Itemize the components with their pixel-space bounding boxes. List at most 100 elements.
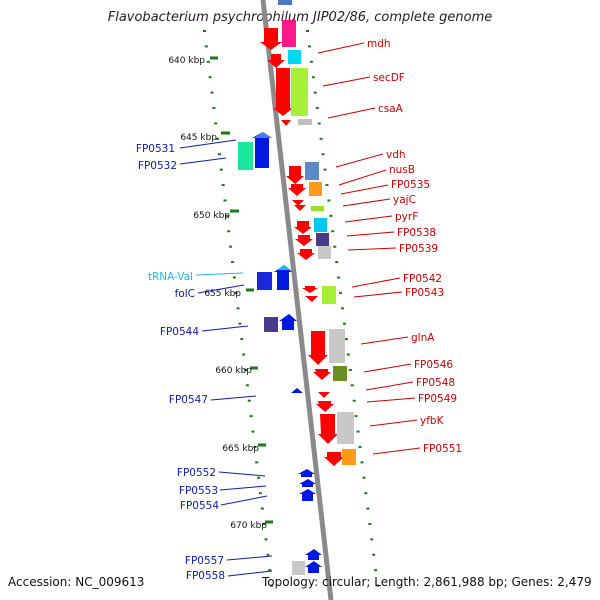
gene-label-fp0538[interactable]: FP0538 [397,227,436,239]
gene-box[interactable] [316,233,329,246]
gene-arrow[interactable] [305,296,318,302]
gene-box[interactable] [292,561,305,575]
gene-box[interactable] [288,50,301,64]
gene-box[interactable] [333,366,347,381]
track-dot [238,322,242,325]
gene-label-mdh[interactable]: mdh [367,38,391,50]
gene-box[interactable] [238,142,253,170]
gene-arrow[interactable] [324,452,344,466]
gene-label-fp0544[interactable]: FP0544 [160,326,199,338]
track-dot [208,76,212,79]
gene-box[interactable] [311,206,324,211]
gene-label-fp0539[interactable]: FP0539 [399,243,438,255]
gene-box[interactable] [318,246,331,259]
gene-box[interactable] [282,20,296,47]
track-dot [229,245,233,248]
gene-label-vdh[interactable]: vdh [386,149,406,161]
gene-label-fp0548[interactable]: FP0548 [416,377,455,389]
track-dot [203,30,206,32]
gene-label-fp0553[interactable]: FP0553 [179,485,218,497]
gene-label-yfbk[interactable]: yfbK [420,415,445,427]
gene-arrow[interactable] [305,549,322,560]
gene-arrow[interactable] [294,205,306,211]
track-dot [307,45,311,48]
gene-label-fp0535[interactable]: FP0535 [391,179,430,191]
gene-box[interactable] [298,119,312,125]
track-dot [362,476,366,479]
gene-arrow[interactable] [299,479,316,487]
gene-box[interactable] [278,0,292,5]
gene-box[interactable] [329,329,345,363]
gene-label-fp0552[interactable]: FP0552 [177,467,216,479]
map-title: Flavobacterium psychrophilum JIP02/86, c… [107,10,493,25]
gene-label-fp0542[interactable]: FP0542 [403,273,442,285]
gene-label-pyrf[interactable]: pyrF [395,211,418,223]
gene-arrow[interactable] [298,469,315,477]
gene-arrow[interactable] [316,401,334,412]
track-dot [255,461,259,464]
gene-arrow[interactable] [297,249,315,260]
gene-label-yajc[interactable]: yajC [393,194,416,206]
track-dot [342,322,346,325]
gene-label-glna[interactable]: glnA [411,332,435,344]
ruler-label: 655 kbp [204,289,241,299]
gene-arrow[interactable] [302,286,318,293]
gene-box[interactable] [314,218,327,232]
gene-label-trna-val[interactable]: tRNA-Val [148,271,193,283]
gene-arrow[interactable] [286,166,304,184]
gene-arrow[interactable] [288,184,306,196]
outer-left-tick-track [203,30,274,587]
gene-arrow[interactable] [291,388,303,393]
gene-label-fp0551[interactable]: FP0551 [423,443,462,455]
gene-arrow[interactable] [308,331,328,365]
gene-label-csaa[interactable]: csaA [378,103,404,115]
ruler-label: 650 kbp [193,211,230,221]
gene-label-fp0547[interactable]: FP0547 [169,394,208,406]
track-dot [348,368,352,371]
gene-label-fp0543[interactable]: FP0543 [405,287,444,299]
gene-box[interactable] [309,182,322,196]
gene-arrow[interactable] [279,314,297,330]
gene-arrow[interactable] [313,369,331,380]
track-dot [232,276,236,279]
gene-arrow[interactable] [295,235,313,246]
gene-label-fp0554[interactable]: FP0554 [180,500,219,512]
gene-arrow[interactable] [305,561,322,573]
track-dot [352,399,356,402]
gene-arrow[interactable] [254,132,272,138]
gene-box[interactable] [257,272,272,290]
track-dot [262,522,266,525]
track-dot [327,199,331,202]
track-dot [335,261,339,264]
gene-arrow[interactable] [299,489,316,501]
track-dot [319,137,323,140]
gene-label-nusb[interactable]: nusB [389,164,415,176]
gene-arrow[interactable] [281,120,291,126]
gene-arrow[interactable] [318,414,338,444]
gene-box[interactable] [264,317,278,332]
track-dot [356,430,360,433]
gene-label-fp0549[interactable]: FP0549 [418,393,457,405]
gene-box[interactable] [305,162,319,180]
gene-arrow[interactable] [318,392,330,398]
gene-arrow[interactable] [273,68,293,116]
gene-arrow[interactable] [292,200,304,206]
gene-box[interactable] [342,449,356,465]
gene-label-folc[interactable]: folC [175,288,195,300]
gene-label-fp0546[interactable]: FP0546 [414,359,453,371]
gene-arrow[interactable] [277,265,291,270]
gene-arrow[interactable] [260,28,282,50]
gene-label-secdf[interactable]: secDF [373,72,405,84]
gene-label-fp0532[interactable]: FP0532 [138,160,177,172]
gene-arrow[interactable] [294,221,312,234]
gene-label-fp0531[interactable]: FP0531 [136,143,175,155]
gene-arrow[interactable] [267,54,285,68]
gene-label-fp0557[interactable]: FP0557 [185,555,224,567]
gene-box[interactable] [322,286,336,304]
gene-box[interactable] [337,412,354,444]
gene-label-fp0558[interactable]: FP0558 [186,570,225,582]
gene-box[interactable] [291,68,308,116]
gene-arrow[interactable] [252,132,272,168]
gene-arrow[interactable] [274,265,292,290]
track-dot [321,153,325,156]
